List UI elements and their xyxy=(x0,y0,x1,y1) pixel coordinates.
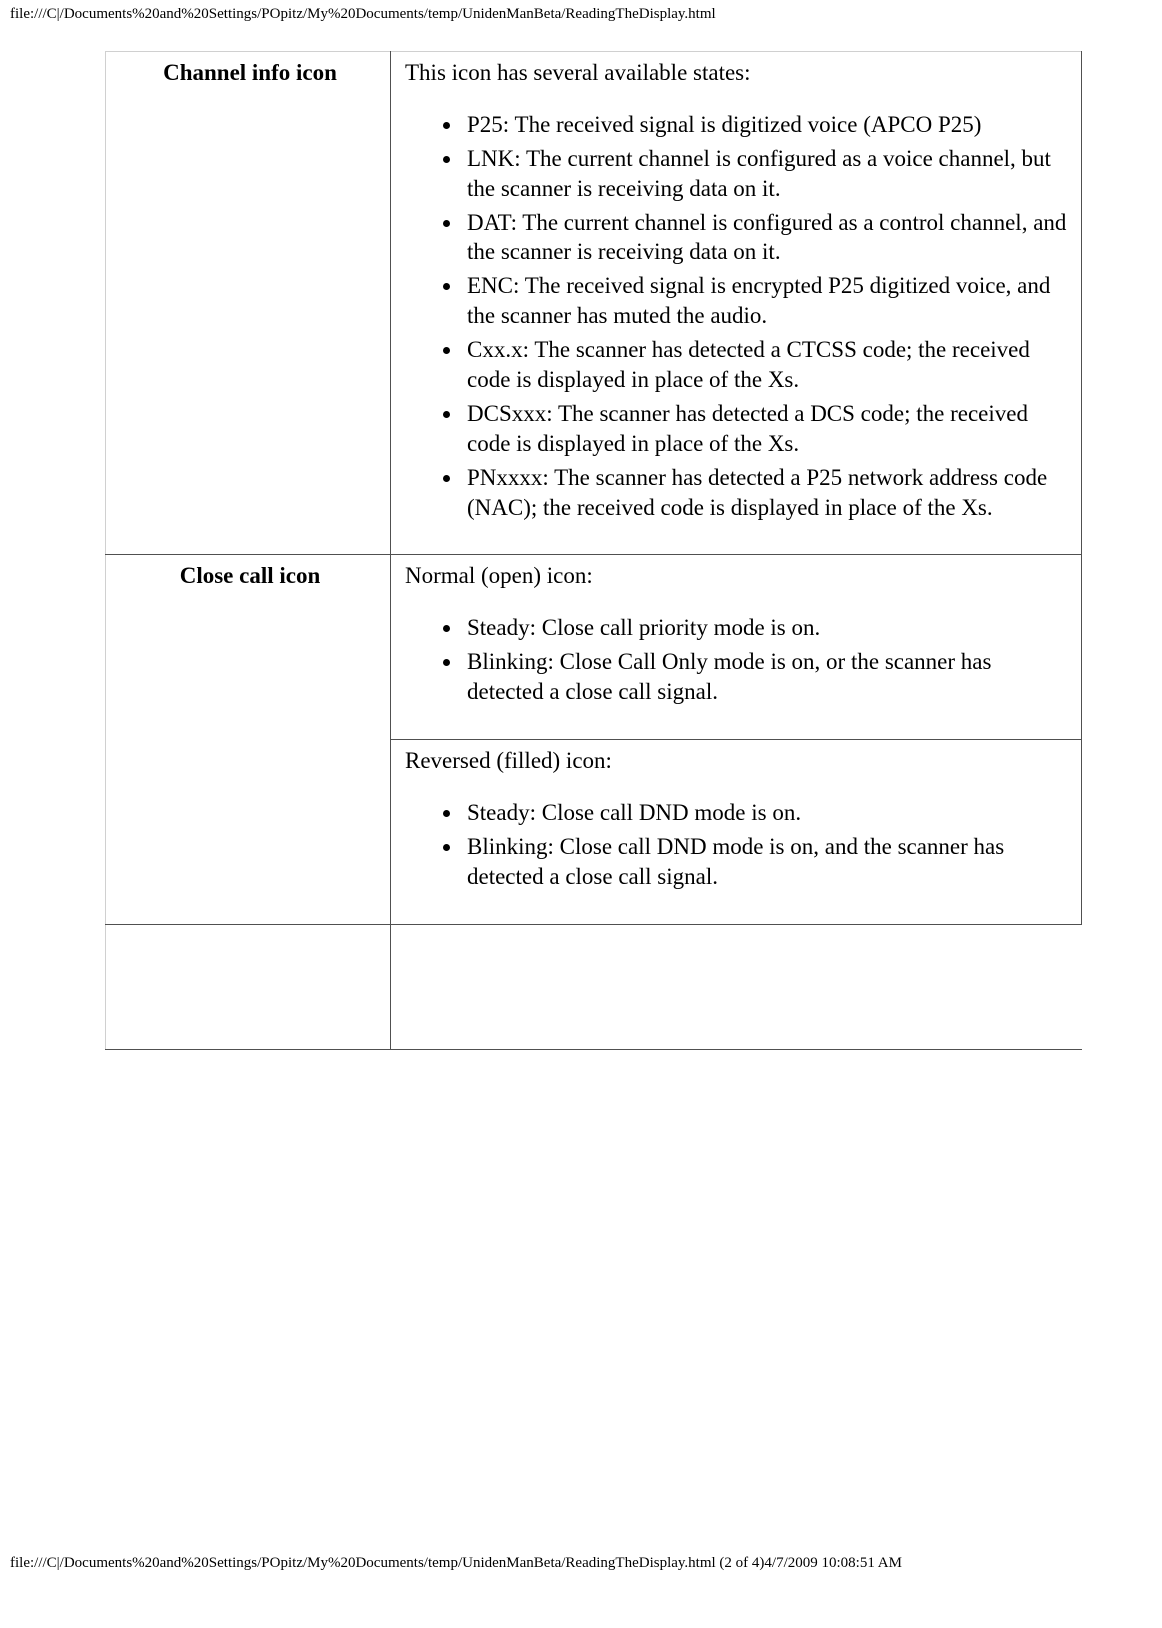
list-item: DCSxxx: The scanner has detected a DCS c… xyxy=(463,399,1071,459)
list-item: ENC: The received signal is encrypted P2… xyxy=(463,271,1071,331)
close-call-normal-intro: Normal (open) icon: xyxy=(405,561,1071,591)
list-item: Cxx.x: The scanner has detected a CTCSS … xyxy=(463,335,1071,395)
trailing-left xyxy=(106,924,391,1049)
row-channel-info: Channel info icon This icon has several … xyxy=(106,52,1082,555)
list-item: Steady: Close call DND mode is on. xyxy=(463,798,1071,828)
url-footer: file:///C|/Documents%20and%20Settings/PO… xyxy=(10,1555,902,1572)
table-container: Channel info icon This icon has several … xyxy=(105,51,1082,1050)
row-trailing xyxy=(106,924,1082,1049)
row-close-call-normal: Close call icon Normal (open) icon: Stea… xyxy=(106,555,1082,740)
row-close-call-normal-desc: Normal (open) icon: Steady: Close call p… xyxy=(391,555,1082,740)
channel-info-list: P25: The received signal is digitized vo… xyxy=(405,110,1071,523)
list-item: DAT: The current channel is configured a… xyxy=(463,208,1071,268)
row-channel-info-desc: This icon has several available states: … xyxy=(391,52,1082,555)
row-close-call-reversed-desc: Reversed (filled) icon: Steady: Close ca… xyxy=(391,740,1082,925)
close-call-normal-list: Steady: Close call priority mode is on. … xyxy=(405,613,1071,707)
close-call-reversed-intro: Reversed (filled) icon: xyxy=(405,746,1071,776)
list-item: P25: The received signal is digitized vo… xyxy=(463,110,1071,140)
trailing-right xyxy=(391,924,1082,1049)
display-icons-table: Channel info icon This icon has several … xyxy=(105,51,1082,1050)
list-item: Blinking: Close Call Only mode is on, or… xyxy=(463,647,1071,707)
list-item: Blinking: Close call DND mode is on, and… xyxy=(463,832,1071,892)
close-call-reversed-list: Steady: Close call DND mode is on. Blink… xyxy=(405,798,1071,892)
list-item: PNxxxx: The scanner has detected a P25 n… xyxy=(463,463,1071,523)
channel-info-intro: This icon has several available states: xyxy=(405,58,1071,88)
row-channel-info-label: Channel info icon xyxy=(106,52,391,555)
url-header: file:///C|/Documents%20and%20Settings/PO… xyxy=(10,6,1152,23)
page: file:///C|/Documents%20and%20Settings/PO… xyxy=(0,0,1162,1628)
row-close-call-label: Close call icon xyxy=(106,555,391,924)
list-item: LNK: The current channel is configured a… xyxy=(463,144,1071,204)
list-item: Steady: Close call priority mode is on. xyxy=(463,613,1071,643)
